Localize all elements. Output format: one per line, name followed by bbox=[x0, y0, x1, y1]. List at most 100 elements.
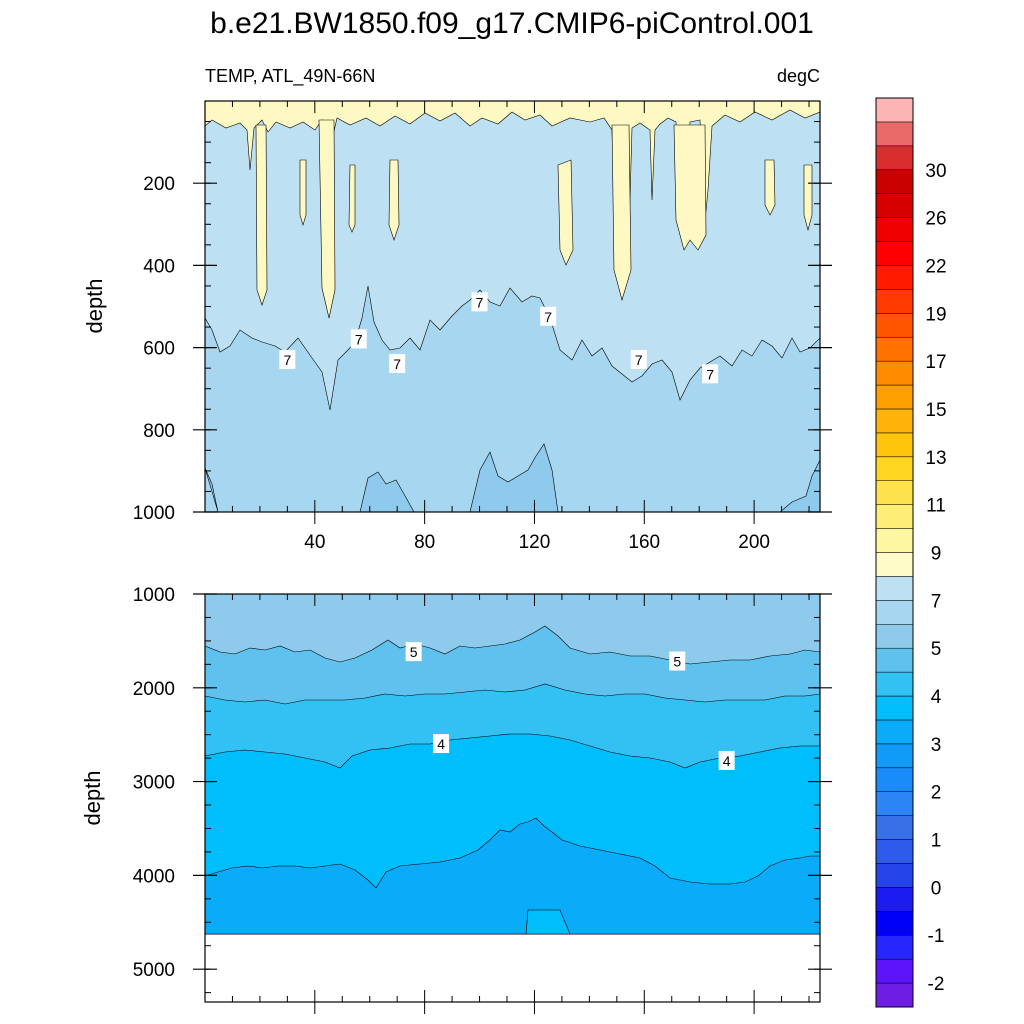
colorbar-swatch bbox=[875, 313, 914, 338]
colorbar-swatch bbox=[875, 815, 914, 840]
contour-label-text: 4 bbox=[437, 736, 445, 752]
contour-label-box bbox=[702, 364, 719, 384]
layer-gt3.5-pocket bbox=[525, 909, 571, 935]
contour-label-text: 7 bbox=[393, 356, 401, 372]
colorbar-label: -2 bbox=[928, 974, 945, 995]
x-tick-label: 40 bbox=[304, 532, 325, 553]
upper-x-ticks: 40 80 120 160 200 bbox=[231, 101, 810, 553]
warm-column bbox=[299, 159, 307, 227]
lower-y-ticks: 1000 2000 3000 4000 5000 bbox=[133, 585, 832, 994]
contour-label-box bbox=[405, 642, 422, 662]
warm-column bbox=[318, 119, 336, 319]
contour-label-box bbox=[350, 329, 367, 349]
colorbar-label: 2 bbox=[931, 783, 942, 804]
contour-label-text: 7 bbox=[476, 294, 484, 310]
contour-label: 4 bbox=[433, 734, 450, 754]
layer-lt6 bbox=[779, 459, 820, 512]
lower-contour-fill bbox=[205, 594, 820, 1002]
colorbar-label: -1 bbox=[928, 926, 945, 947]
upper-contour-fill bbox=[205, 101, 820, 512]
colorbar-swatch bbox=[875, 671, 914, 697]
colorbar-swatch bbox=[875, 767, 914, 792]
contour-label: 7 bbox=[630, 349, 647, 369]
colorbar-swatch bbox=[875, 600, 914, 625]
colorbar-label: 17 bbox=[925, 352, 946, 373]
colorbar-swatch bbox=[875, 911, 914, 936]
contour-label: 7 bbox=[279, 349, 296, 369]
warm-column bbox=[348, 164, 356, 233]
contour-label: 7 bbox=[389, 354, 406, 374]
colorbar-label: 13 bbox=[925, 448, 946, 469]
colorbar-swatch bbox=[875, 241, 914, 266]
upper-y-ticks: 200 400 600 800 1000 bbox=[133, 100, 832, 524]
lower-contour-labels: 5 5 4 4 bbox=[405, 642, 735, 770]
colorbar-swatch bbox=[875, 217, 914, 242]
y-tick-label: 2000 bbox=[133, 679, 175, 700]
contour-label: 7 bbox=[350, 329, 367, 349]
colorbar-swatch bbox=[875, 791, 914, 816]
contour-label-text: 7 bbox=[544, 309, 552, 325]
colorbar-swatch bbox=[875, 432, 914, 458]
contour-label-box bbox=[389, 354, 406, 374]
colorbar: -2 -1 0 1 2 3 4 5 7 9 11 13 15 17 19 22 26 30 bbox=[875, 97, 947, 1008]
contour-label: 4 bbox=[718, 750, 735, 770]
colorbar-swatch bbox=[875, 887, 914, 912]
warm-column bbox=[388, 159, 400, 241]
warm-column bbox=[803, 164, 813, 232]
contour-label-box bbox=[279, 349, 296, 369]
colorbar-swatch bbox=[875, 695, 914, 721]
colorbar-swatch bbox=[875, 719, 914, 745]
x-tick-label: 120 bbox=[519, 532, 551, 553]
colorbar-swatch bbox=[875, 289, 914, 314]
colorbar-swatch bbox=[875, 169, 914, 194]
colorbar-swatch bbox=[875, 552, 914, 577]
contour-label-box bbox=[433, 734, 450, 754]
colorbar-label: 15 bbox=[925, 400, 946, 421]
contour-label-text: 7 bbox=[283, 352, 291, 368]
contour-label-box bbox=[540, 306, 557, 326]
colorbar-swatch bbox=[875, 743, 914, 769]
contour-label-text: 4 bbox=[723, 753, 731, 769]
lower-plot-frame bbox=[204, 593, 821, 1003]
colorbar-swatch bbox=[875, 504, 914, 529]
colorbar-label: 4 bbox=[931, 687, 942, 708]
colorbar-swatch bbox=[875, 360, 914, 386]
contour-label-text: 5 bbox=[673, 654, 681, 670]
warm-column bbox=[557, 159, 574, 266]
x-tick-label: 200 bbox=[738, 532, 770, 553]
colorbar-swatch bbox=[875, 982, 914, 1008]
colorbar-swatch bbox=[875, 384, 914, 410]
y-tick-label: 4000 bbox=[133, 866, 175, 887]
colorbar-swatch bbox=[875, 839, 914, 864]
y-tick-label: 3000 bbox=[133, 773, 175, 794]
colorbar-swatch bbox=[875, 480, 914, 505]
colorbar-swatch bbox=[875, 647, 914, 673]
colorbar-swatch bbox=[875, 456, 914, 481]
chart-title: b.e21.BW1850.f09_g17.CMIP6-piControl.001 bbox=[210, 7, 814, 40]
colorbar-swatch bbox=[875, 265, 914, 290]
upper-contour-labels: 7 7 7 7 7 7 7 bbox=[279, 292, 719, 384]
colorbar-label: 26 bbox=[925, 209, 946, 230]
colorbar-swatch bbox=[875, 121, 914, 147]
contour-label-box bbox=[630, 349, 647, 369]
y-tick-label: 5000 bbox=[133, 960, 175, 981]
layer-lt6 bbox=[469, 443, 559, 512]
colorbar-swatch bbox=[875, 958, 914, 984]
contour-label-text: 7 bbox=[355, 331, 363, 347]
colorbar-label: 5 bbox=[931, 639, 942, 660]
lower-x-ticks bbox=[231, 594, 810, 1014]
warm-column bbox=[255, 124, 268, 306]
colorbar-swatch bbox=[875, 336, 914, 362]
contour-label-text: 7 bbox=[706, 366, 714, 382]
contour-label: 7 bbox=[471, 292, 488, 312]
colorbar-label: 30 bbox=[925, 161, 946, 182]
colorbar-swatch bbox=[875, 863, 914, 888]
colorbar-swatch bbox=[875, 528, 914, 553]
warm-column bbox=[611, 124, 632, 302]
colorbar-label: 22 bbox=[925, 256, 946, 277]
y-tick-label: 1000 bbox=[133, 503, 175, 524]
colorbar-swatch bbox=[875, 97, 914, 123]
layer-lt3.5 bbox=[205, 817, 820, 935]
colorbar-label: 7 bbox=[931, 591, 942, 612]
